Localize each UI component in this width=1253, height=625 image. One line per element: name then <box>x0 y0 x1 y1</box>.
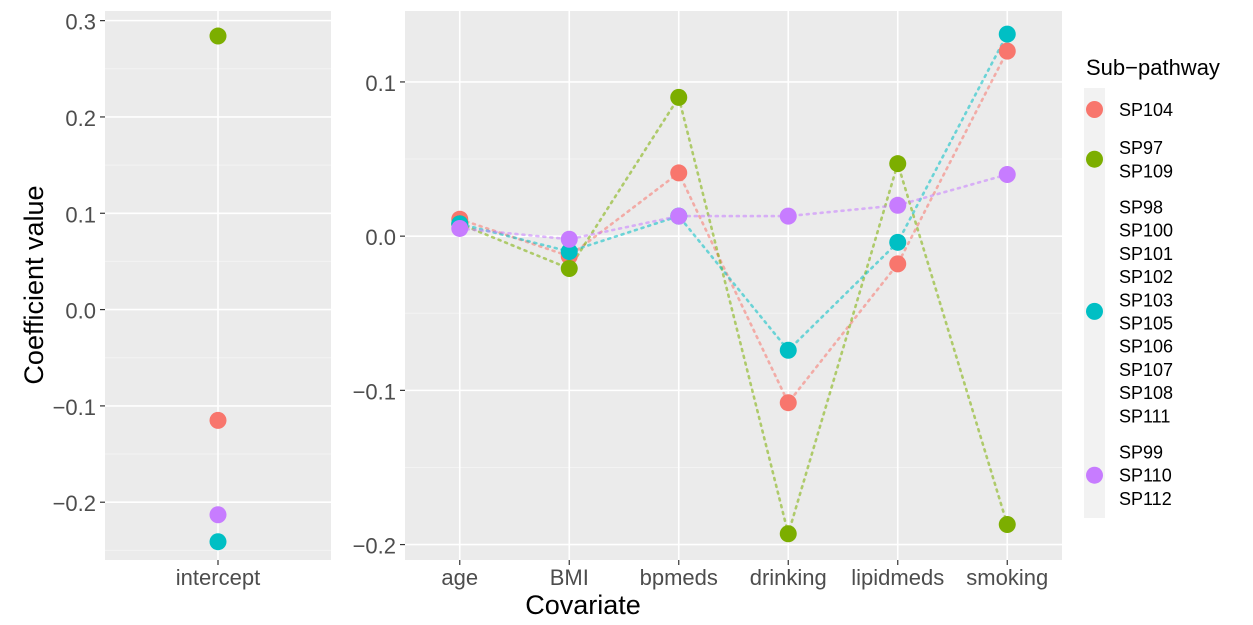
data-point-g1 <box>889 255 907 273</box>
data-point-g2 <box>209 27 227 45</box>
x-tick-label: age <box>441 565 478 590</box>
legend-label: SP109 <box>1119 161 1173 181</box>
legend-label: SP100 <box>1119 221 1173 241</box>
y-tick-label: −0.2 <box>353 534 396 559</box>
y-tick-label: 0.3 <box>65 10 96 35</box>
legend-label: SP112 <box>1119 489 1172 509</box>
legend-key-g3 <box>1086 302 1103 320</box>
legend-label: SP98 <box>1119 198 1163 218</box>
data-point-g3 <box>560 243 578 261</box>
x-tick-label: intercept <box>176 565 260 590</box>
data-point-g3 <box>889 233 907 251</box>
legend-label: SP110 <box>1119 466 1172 486</box>
y-tick-label: 0.1 <box>365 71 396 96</box>
data-point-g1 <box>779 394 797 412</box>
legend-label: SP102 <box>1119 267 1173 287</box>
data-point-g1 <box>998 42 1016 60</box>
legend-key-g1 <box>1086 101 1103 118</box>
legend-label: SP103 <box>1119 290 1173 310</box>
data-point-g3 <box>779 341 797 359</box>
data-point-g4 <box>451 219 469 237</box>
y-tick-label: 0.0 <box>365 225 396 250</box>
data-point-g2 <box>998 516 1016 534</box>
legend-label: SP107 <box>1119 360 1173 380</box>
y-tick-label: 0.2 <box>65 106 96 131</box>
data-point-g3 <box>209 533 227 551</box>
data-point-g2 <box>560 260 578 278</box>
data-point-g2 <box>889 155 907 173</box>
data-point-g4 <box>998 165 1016 183</box>
series-line-g1 <box>458 49 1009 406</box>
legend-label: SP101 <box>1119 244 1173 264</box>
x-tick-label: bpmeds <box>640 565 718 590</box>
y-tick-label: −0.1 <box>53 395 96 420</box>
data-point-g1 <box>670 164 688 182</box>
series-line-g2 <box>458 94 1009 539</box>
legend-label: SP97 <box>1119 138 1163 158</box>
y-tick-label: −0.1 <box>353 379 396 404</box>
panel-1: −0.2 −0.1 0.0 0.1 0.2 0.3 intercept <box>53 10 331 590</box>
legend-key-g2 <box>1086 150 1103 168</box>
y-tick-label: 0.0 <box>65 299 96 324</box>
panel-2: −0.2 −0.1 0.0 0.1 age BMI bpmeds drinking lipidm… <box>353 11 1062 590</box>
y-axis-title: Coefficient value <box>19 185 49 384</box>
x-tick-label: smoking <box>966 565 1048 590</box>
legend-label: SP106 <box>1119 337 1173 357</box>
data-point-g3 <box>998 25 1016 43</box>
data-point-g4 <box>560 230 578 248</box>
y-tick-label: −0.2 <box>53 491 96 516</box>
x-axis-title: Covariate <box>525 590 641 620</box>
data-point-g2 <box>779 525 797 543</box>
legend: Sub−pathway SP104 SP97 SP109 SP98 SP100 SP101 S… <box>1084 55 1220 518</box>
y-tick-label: 0.1 <box>65 202 96 227</box>
x-tick-label: drinking <box>750 565 827 590</box>
data-point-g4 <box>889 196 907 214</box>
legend-label: SP99 <box>1119 443 1163 463</box>
legend-key-g4 <box>1086 466 1103 484</box>
x-tick-label: lipidmeds <box>851 565 944 590</box>
legend-label: SP111 <box>1119 406 1170 426</box>
data-point-g2 <box>670 88 688 106</box>
series-line-g4 <box>458 173 1009 241</box>
legend-label: SP105 <box>1119 314 1173 334</box>
x-tick-label: BMI <box>550 565 589 590</box>
legend-label: SP108 <box>1119 383 1173 403</box>
legend-label: SP104 <box>1119 100 1173 120</box>
data-point-g1 <box>209 411 227 429</box>
data-point-g4 <box>670 207 688 225</box>
data-point-g4 <box>209 506 227 524</box>
data-point-g4 <box>779 207 797 225</box>
legend-title: Sub−pathway <box>1086 55 1220 80</box>
series-line-g3 <box>458 32 1009 353</box>
